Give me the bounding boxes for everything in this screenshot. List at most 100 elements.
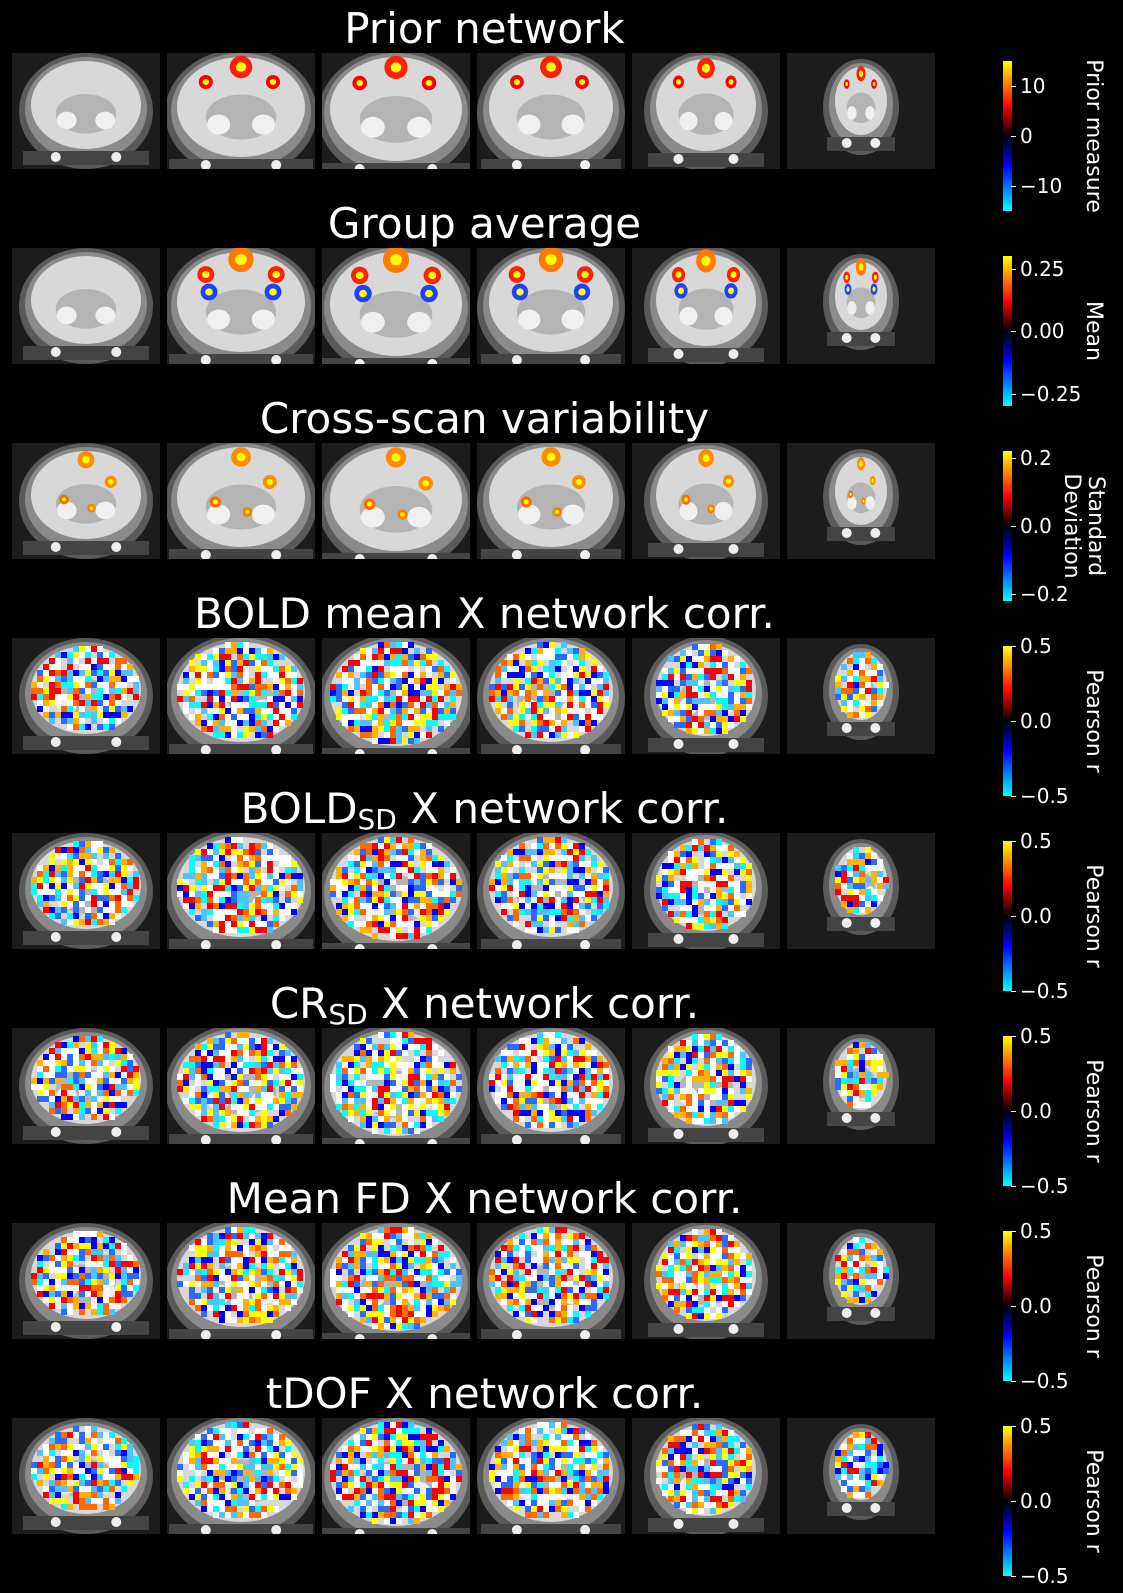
colorbar-tick-label: −0.5 (1011, 1174, 1069, 1198)
brain-slice (477, 443, 625, 559)
title-subscript: SD (357, 803, 397, 836)
colorbar-tick-label: 0.0 (1011, 904, 1052, 928)
brain-slice (167, 1028, 315, 1144)
brain-slice (477, 53, 625, 169)
colorbar-tick-label: 0.00 (1011, 319, 1065, 343)
row-title: Mean FD X network corr. (12, 1175, 957, 1223)
brain-slice (787, 443, 935, 559)
row-title: BOLDSD X network corr. (12, 784, 957, 836)
brain-slice (632, 443, 780, 559)
title-text: Mean FD X network corr. (226, 1174, 743, 1223)
colorbar (1003, 646, 1012, 796)
brain-slice (477, 248, 625, 364)
colorbar-tick-label: −0.5 (1011, 784, 1069, 808)
colorbar (1003, 1426, 1012, 1576)
title-tail: X network corr. (367, 979, 700, 1028)
title-text: tDOF X network corr. (265, 1369, 704, 1418)
colorbar-tick-label: 0.5 (1011, 829, 1052, 853)
brain-slice (12, 248, 160, 364)
colorbar (1003, 1231, 1012, 1381)
brain-slice (322, 443, 470, 559)
colorbar (1003, 1036, 1012, 1186)
brain-slice (477, 638, 625, 754)
brain-slice (477, 833, 625, 949)
brain-slice (322, 1418, 470, 1534)
brain-slice (167, 1418, 315, 1534)
colorbar-label: Prior measure (1081, 59, 1106, 213)
colorbar-tick-label: −0.25 (1010, 381, 1082, 406)
brain-slice (787, 53, 935, 169)
brain-slice (632, 638, 780, 754)
title-tail: X network corr. (396, 784, 729, 833)
colorbar-tick-label: −10 (1010, 174, 1063, 198)
colorbar-tick-label: 0.2 (1011, 445, 1052, 470)
brain-slice (167, 53, 315, 169)
title-text: Group average (327, 199, 642, 248)
colorbar-tick-label: 10 (1010, 74, 1046, 98)
brain-slice (632, 53, 780, 169)
brain-slice (12, 1223, 160, 1339)
brain-slice (167, 833, 315, 949)
brain-slice (322, 638, 470, 754)
colorbar-tick-label: −0.5 (1011, 979, 1069, 1003)
brain-slice (12, 1418, 160, 1534)
brain-slice (787, 1223, 935, 1339)
title-text: Prior network (344, 4, 625, 53)
colorbar-label: Pearson r (1081, 1059, 1106, 1163)
brain-slice (322, 248, 470, 364)
colorbar-tick-label: −0.5 (1011, 1564, 1069, 1588)
row-title: CRSD X network corr. (12, 979, 957, 1031)
colorbar-label: Mean (1081, 301, 1106, 361)
title-subscript: SD (328, 998, 368, 1031)
title-text: Cross-scan variability (259, 394, 710, 443)
colorbar-label: Pearson r (1081, 1254, 1106, 1358)
brain-slice (787, 833, 935, 949)
brain-slice (167, 443, 315, 559)
brain-slice (632, 1223, 780, 1339)
row-title: tDOF X network corr. (12, 1370, 957, 1418)
brain-slice (787, 248, 935, 364)
row-title: Prior network (12, 5, 957, 53)
brain-slice (632, 833, 780, 949)
brain-slice (322, 1223, 470, 1339)
colorbar-label: Pearson r (1081, 669, 1106, 773)
colorbar (1003, 841, 1012, 991)
colorbar (1003, 256, 1012, 406)
row-title: Cross-scan variability (12, 395, 957, 443)
brain-slice (477, 1418, 625, 1534)
brain-slice (12, 53, 160, 169)
colorbar-tick-label: 0.5 (1011, 1414, 1052, 1438)
colorbar-tick-label: 0.0 (1011, 514, 1052, 538)
brain-slice (167, 1223, 315, 1339)
brain-slice (477, 1223, 625, 1339)
brain-slice (477, 1028, 625, 1144)
brain-slice (12, 638, 160, 754)
title-text: CR (269, 979, 329, 1028)
row-title: Group average (12, 200, 957, 248)
colorbar-tick-label: 0.5 (1011, 634, 1052, 658)
colorbar-tick-label: 0.0 (1011, 1489, 1052, 1513)
brain-slice (787, 638, 935, 754)
colorbar-tick-label: 0.5 (1011, 1024, 1052, 1048)
colorbar-tick-label: −0.5 (1011, 1369, 1069, 1393)
colorbar-tick-label: 0.25 (1011, 256, 1065, 281)
colorbar-tick-label: 0.0 (1011, 1294, 1052, 1318)
title-text: BOLD mean X network corr. (194, 589, 775, 638)
brain-slice (12, 443, 160, 559)
brain-slice (632, 248, 780, 364)
brain-slice (632, 1028, 780, 1144)
colorbar-tick-label: 0.0 (1011, 1099, 1052, 1123)
brain-slice (787, 1418, 935, 1534)
brain-slice (12, 1028, 160, 1144)
colorbar (1003, 61, 1012, 211)
row-title: BOLD mean X network corr. (12, 590, 957, 638)
brain-slice (167, 638, 315, 754)
brain-slice (12, 833, 160, 949)
colorbar-tick-label: −0.2 (1011, 582, 1069, 607)
title-text: BOLD (240, 784, 358, 833)
colorbar-tick-label: 0.5 (1011, 1219, 1052, 1243)
colorbar-label: Standard Deviation (1059, 473, 1108, 579)
brain-slice (322, 833, 470, 949)
brain-slice (632, 1418, 780, 1534)
brain-slice (322, 53, 470, 169)
